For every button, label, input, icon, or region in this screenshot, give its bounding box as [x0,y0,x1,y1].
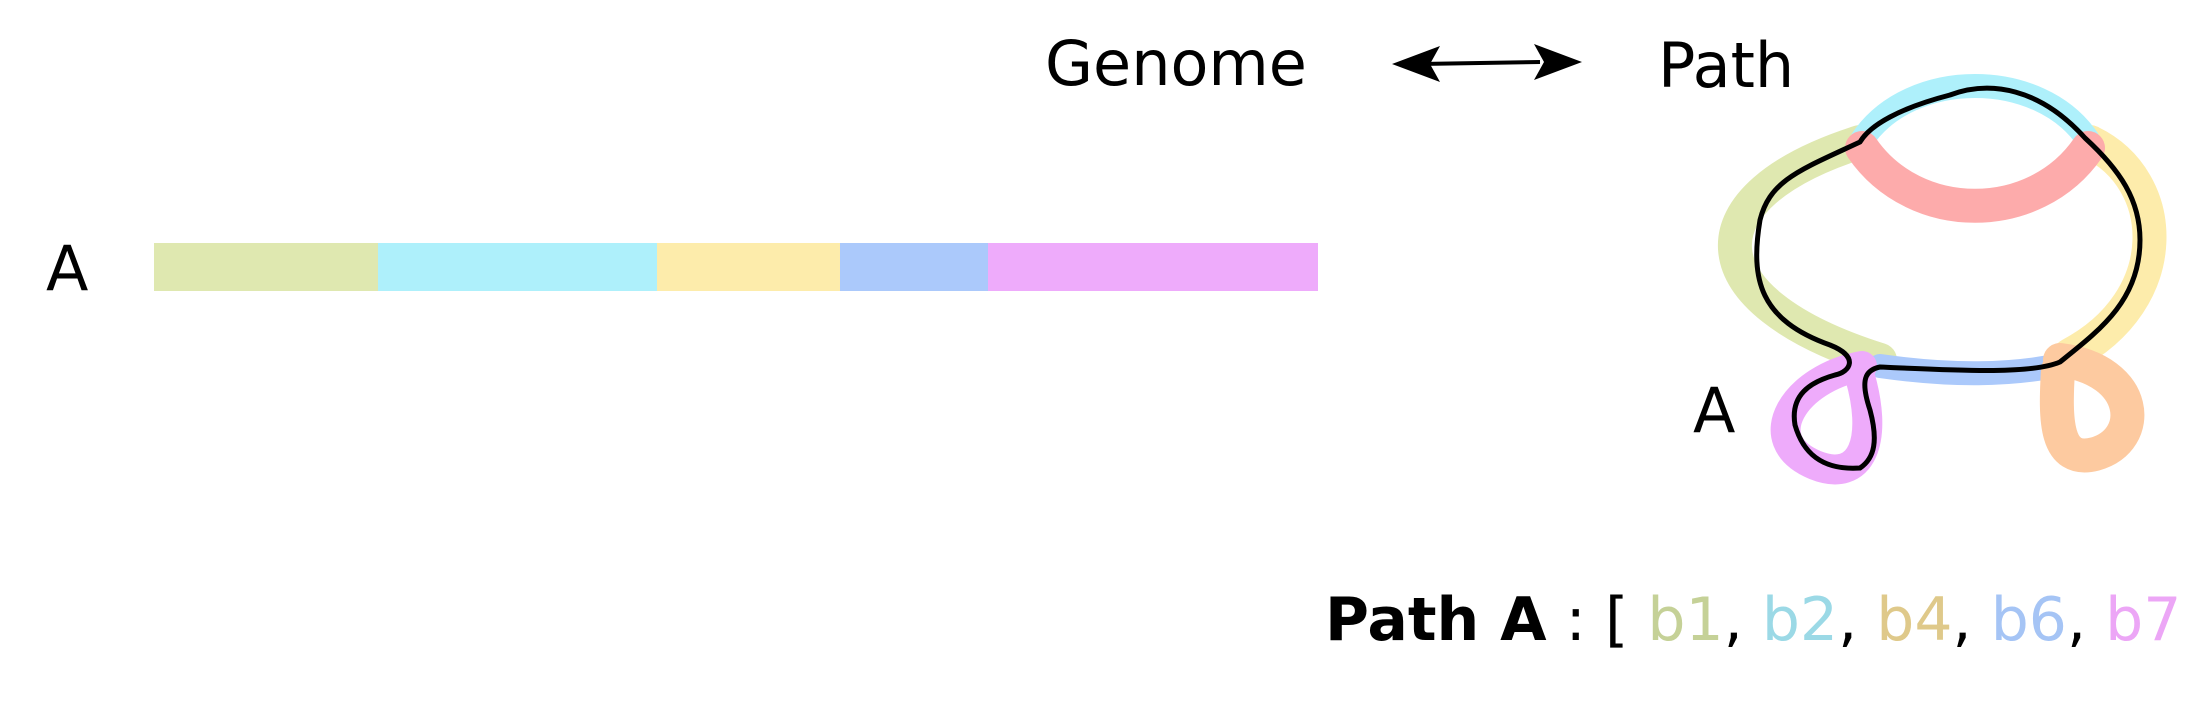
formula-item-b1: b1 [1647,585,1723,655]
genome-bar [154,243,1318,291]
formula-item-b4: b4 [1876,585,1952,655]
genome-segment-b6 [840,243,988,291]
genome-segment-b2 [378,243,657,291]
graph-node-b1 [1718,125,1897,377]
formula-prefix: Path A [1325,585,1547,655]
formula-item-b2: b2 [1762,585,1838,655]
graph-node-b7 [1770,351,1883,485]
formula-open-bracket: [ [1605,585,1647,655]
formula-separator: , [1953,585,1991,655]
genome-segment-b1 [154,243,378,291]
formula-item-b7: b7 [2105,585,2181,655]
formula-separator: , [2067,585,2105,655]
genome-sequence-label: A [46,232,88,305]
double-arrow-icon [1392,44,1582,82]
formula-colon: : [1547,585,1605,655]
genome-label: Genome [1045,27,1307,100]
genome-segment-b4 [657,243,840,291]
genome-segment-b7 [988,243,1318,291]
graph-node-orange [2039,343,2145,473]
formula-close-bracket: ] [2181,585,2190,655]
variation-graph [1718,74,2167,485]
graph-node-b2 [1850,74,2100,152]
formula-item-b6: b6 [1991,585,2067,655]
path-formula: Path A : [ b1, b2, b4, b6, b7 ] [1325,585,2190,655]
graph-node-b4 [2053,125,2167,372]
formula-separator: , [1724,585,1762,655]
path-a-traversal [1754,85,2143,471]
path-label: Path [1658,29,1794,102]
formula-separator: , [1838,585,1876,655]
graph-path-label: A [1693,374,1735,447]
graph-node-red [1845,131,2105,223]
